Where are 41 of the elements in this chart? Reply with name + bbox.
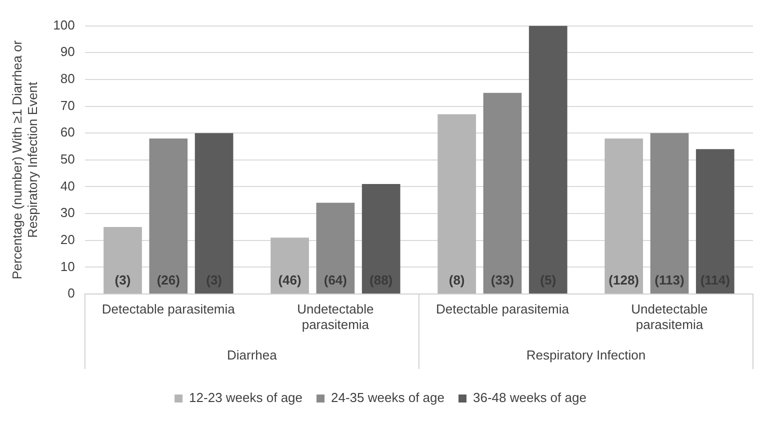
bar <box>270 238 309 294</box>
y-tick-label: 0 <box>68 286 75 301</box>
y-tick-label: 90 <box>60 44 75 60</box>
y-tick-label: 60 <box>60 124 75 140</box>
bar <box>438 114 476 294</box>
annotation: (26) <box>156 272 180 288</box>
bar <box>696 149 734 294</box>
y-tick-label: 80 <box>60 71 75 86</box>
y-tick-label: 20 <box>60 232 75 247</box>
annotation: (64) <box>324 272 347 288</box>
x-tick-label: Detectable parasitemia <box>102 301 236 316</box>
y-tick-label: 30 <box>60 205 75 220</box>
bar <box>104 226 142 294</box>
bar <box>149 138 188 294</box>
y-tick-label: 10 <box>60 258 75 274</box>
y-tick-label: 40 <box>60 178 75 194</box>
bar <box>528 26 568 294</box>
bar <box>362 184 400 294</box>
x-tick-label: Undetectable parasitemia <box>631 301 708 332</box>
bar <box>650 133 689 294</box>
y-tick-label: 100 <box>53 17 75 32</box>
y-tick-label: 50 <box>60 151 75 166</box>
annotation: (8) <box>448 272 465 288</box>
y-tick-label: 70 <box>60 98 75 113</box>
x-tick-label: Undetectable parasitemia <box>297 301 374 332</box>
bar <box>483 92 522 294</box>
annotation: (3) <box>114 272 131 288</box>
bar <box>316 202 355 294</box>
annotation: (128) <box>608 272 640 288</box>
annotation: (113) <box>654 272 684 288</box>
legend-label: 12-23 weeks of age <box>189 390 303 406</box>
x-tick-label: Detectable parasitemia <box>436 301 570 316</box>
bar <box>194 133 234 294</box>
y-axis-title: Percentage (number) With ≥1 Diarrhea or Respiratory Infection Event <box>9 40 40 280</box>
text: Diarrhea <box>226 348 278 363</box>
legend-label: 36-48 weeks of age <box>472 390 586 406</box>
annotation: (33) <box>490 272 514 288</box>
bar <box>604 138 644 294</box>
text: Respiratory Infection <box>526 348 646 363</box>
annotation: (46) <box>278 272 302 288</box>
legend-label: 24-35 weeks of age <box>331 390 444 406</box>
